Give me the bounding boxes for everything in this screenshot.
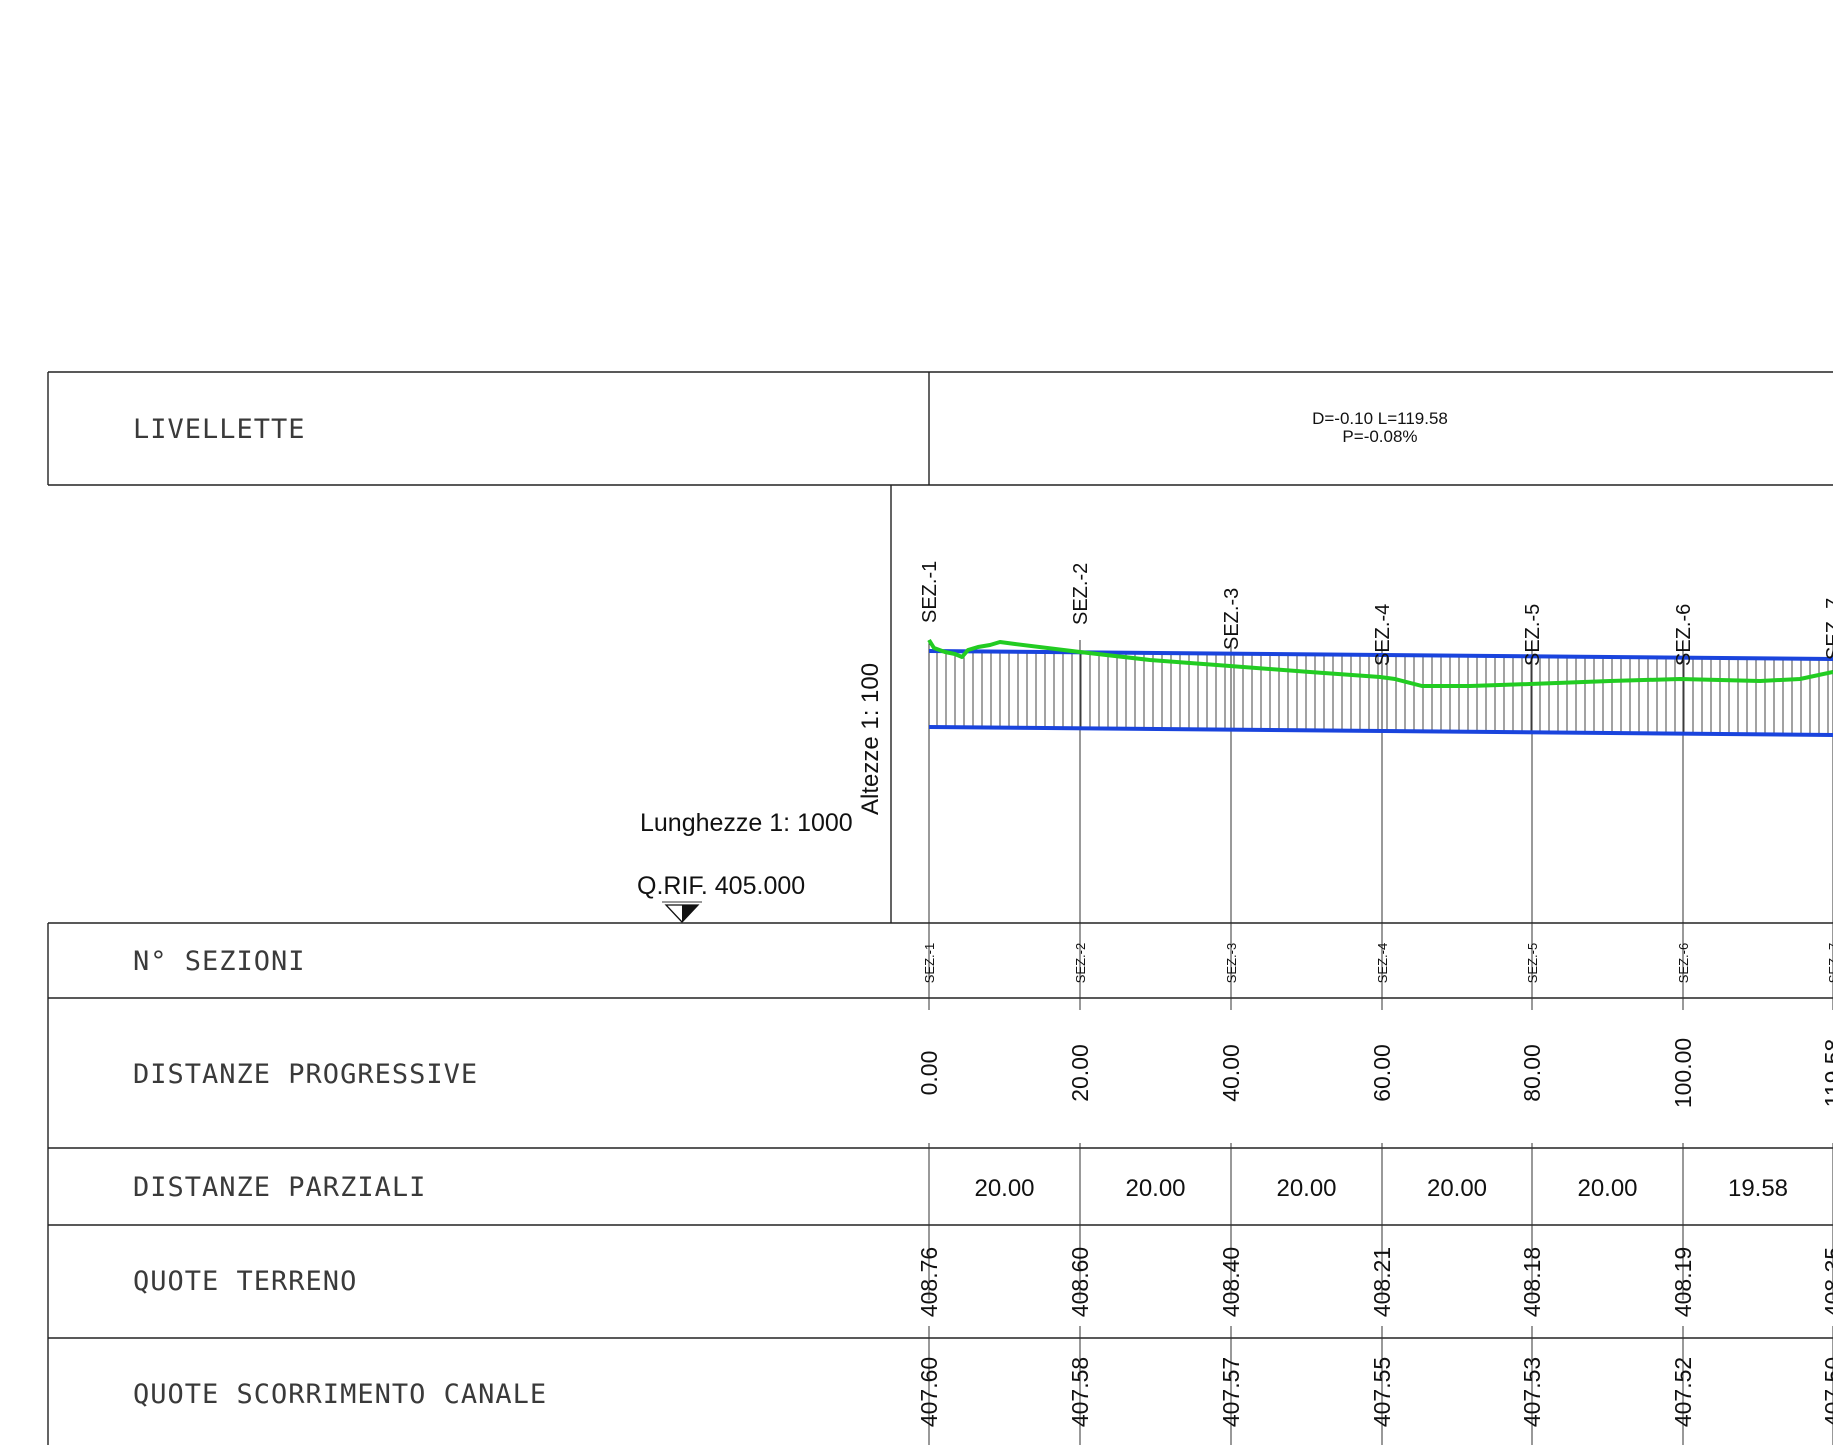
quote-terreno-label: QUOTE TERRENO: [133, 1266, 357, 1297]
canal-flow-elevation-value: 407.58: [1067, 1357, 1093, 1427]
terrain-elevation-value: 408.18: [1519, 1247, 1545, 1317]
table-section-name: SEZ.-3: [1224, 943, 1239, 983]
section-vertical-lines: [928, 640, 1833, 923]
partial-distance-value: 20.00: [1577, 1175, 1637, 1202]
quote-scorrimento-label: QUOTE SCORRIMENTO CANALE: [133, 1379, 547, 1410]
livellette-label: LIVELLETTE: [133, 414, 306, 445]
table-section-name: SEZ.-5: [1525, 943, 1540, 983]
terrain-profile-line: [927, 638, 1833, 688]
table-section-name: SEZ.-2: [1073, 943, 1088, 983]
distanze-progressive-label: DISTANZE PROGRESSIVE: [133, 1059, 478, 1090]
canal-flow-elevation-value: 407.50: [1820, 1357, 1833, 1427]
progressive-distance-value: 100.00: [1670, 1038, 1696, 1108]
progressive-distance-value: 0.00: [916, 1051, 942, 1096]
table-section-name: SEZ.-7: [1826, 943, 1833, 983]
profile-section-name: SEZ.-2: [1070, 563, 1092, 625]
profile-section-name: SEZ.-6: [1673, 604, 1695, 666]
terrain-elevation-value: 408.76: [916, 1247, 942, 1317]
canal-bottom-line: [928, 725, 1833, 737]
reference-level-label: Q.RIF. 405.000: [637, 872, 805, 900]
table-section-name: SEZ.-6: [1676, 943, 1691, 983]
profile-hatching: [936, 651, 1829, 735]
progressive-distance-value: 80.00: [1519, 1044, 1545, 1102]
terrain-elevation-value: 408.35: [1820, 1247, 1833, 1317]
canal-flow-elevation-value: 407.57: [1218, 1357, 1244, 1427]
terrain-elevation-value: 408.19: [1670, 1247, 1696, 1317]
profile-section-name: SEZ.-3: [1221, 588, 1243, 650]
profile-section-name: SEZ.-1: [919, 561, 941, 623]
progressive-distance-value: 119.58: [1820, 1039, 1833, 1108]
canal-flow-elevation-value: 407.60: [916, 1357, 942, 1427]
table-section-name: SEZ.-4: [1375, 943, 1390, 983]
distanze-parziali-label: DISTANZE PARZIALI: [133, 1172, 426, 1203]
reference-level-triangle-icon: [662, 901, 702, 923]
canal-flow-elevation-value: 407.55: [1369, 1357, 1395, 1427]
table-section-name: SEZ.-1: [922, 943, 937, 983]
terrain-elevation-value: 408.60: [1067, 1247, 1093, 1317]
altezze-scale-label: Altezze 1: 100: [857, 663, 884, 815]
progressive-distance-value: 40.00: [1218, 1044, 1244, 1102]
profile-section-name: SEZ.-5: [1522, 604, 1544, 666]
progressive-distance-value: 20.00: [1067, 1044, 1093, 1102]
data-table: N° SEZIONI DISTANZE PROGRESSIVE DISTANZE…: [47, 922, 1833, 1445]
livellette-row: LIVELLETTE D=-0.10 L=119.58 P=-0.08%: [47, 371, 1833, 486]
table-columns: SEZ.-1 0.00 408.76 407.60 SEZ.-2 20.00 408.60 4…: [916, 923, 1833, 1445]
livelletta-slope-line2: P=-0.08%: [1342, 427, 1417, 446]
terrain-elevation-value: 408.40: [1218, 1247, 1244, 1317]
terrain-elevation-value: 408.21: [1369, 1247, 1395, 1317]
partial-distance-value: 20.00: [1125, 1175, 1185, 1202]
partial-distance-value: 19.58: [1728, 1175, 1788, 1202]
canal-flow-elevation-value: 407.53: [1519, 1357, 1545, 1427]
livelletta-slope-line1: D=-0.10 L=119.58: [1312, 409, 1448, 428]
canal-flow-elevation-value: 407.52: [1670, 1357, 1696, 1427]
partial-distance-value: 20.00: [1276, 1175, 1336, 1202]
n-sezioni-label: N° SEZIONI: [133, 946, 306, 977]
profile-section-labels: SEZ.-1 SEZ.-2 SEZ.-3 SEZ.-4 SEZ.-5 SEZ.-6 SEZ.…: [919, 561, 1833, 666]
progressive-distance-value: 60.00: [1369, 1044, 1395, 1102]
partial-distance-value: 20.00: [1427, 1175, 1487, 1202]
partial-distance-value: 20.00: [974, 1175, 1034, 1202]
scale-labels: Altezze 1: 100 Lunghezze 1: 1000 Q.RIF. …: [637, 663, 884, 923]
lunghezze-scale-label: Lunghezze 1: 1000: [640, 809, 853, 837]
profile-section-name: SEZ.-4: [1372, 604, 1394, 666]
profile-section-name: SEZ.-7: [1823, 598, 1833, 660]
